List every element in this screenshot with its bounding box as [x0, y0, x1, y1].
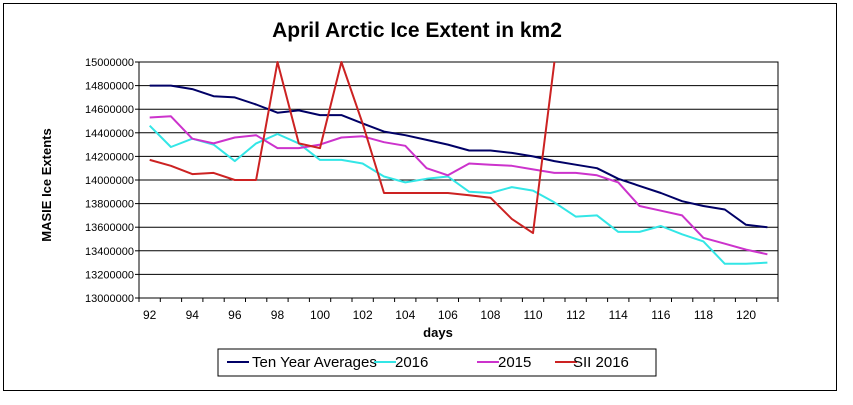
series-line-2016 — [148, 124, 768, 265]
chart-title: April Arctic Ice Extent in km2 — [272, 19, 562, 42]
y-tick-label: 13200000 — [85, 269, 134, 281]
x-tick-label: 116 — [651, 308, 670, 322]
x-tick-label: 114 — [609, 308, 628, 322]
series-line-2015 — [149, 115, 768, 256]
y-tick-label: 13800000 — [85, 199, 134, 211]
legend-label-ten-year-averages: Ten Year Averages — [252, 354, 377, 371]
x-tick-labels: 92 94 96 98 100 102 104 106 108 110 112 114 116 118 12… — [143, 308, 756, 322]
y-tick-label: 13400000 — [85, 246, 134, 258]
y-tick-label: 14800000 — [85, 81, 134, 93]
x-tick-label: 106 — [438, 308, 458, 322]
x-tick-label: 96 — [228, 308, 242, 322]
x-axis-label: days — [423, 325, 453, 340]
legend-label-2015: 2015 — [498, 354, 531, 371]
x-tick-label: 104 — [395, 308, 415, 322]
y-tick-label: 13000000 — [85, 293, 134, 305]
y-tick-label: 13600000 — [85, 222, 134, 234]
x-tick-label: 92 — [143, 308, 157, 322]
y-tick-labels: 13000000 13200000 13400000 13600000 13800000… — [85, 57, 134, 305]
x-tick-label: 112 — [566, 308, 585, 322]
x-tick-label: 108 — [480, 308, 500, 322]
x-tick-label: 102 — [353, 308, 373, 322]
x-tick-label: 110 — [523, 308, 542, 322]
y-tick-label: 14400000 — [85, 128, 134, 140]
y-axis-label: MASIE Ice Extents — [39, 128, 54, 241]
y-tick-label: 14200000 — [85, 151, 134, 163]
legend: Ten Year Averages 2016 2015 SII 2016 — [217, 348, 657, 377]
legend-box — [217, 348, 657, 377]
x-tick-label: 118 — [694, 308, 713, 322]
y-tick-label: 14600000 — [85, 104, 134, 116]
x-tick-label: 120 — [736, 308, 756, 322]
x-tick-label: 98 — [271, 308, 285, 322]
series-line-ten-year-averages — [149, 84, 768, 229]
y-tick-label: 14000000 — [85, 175, 134, 187]
x-tick-label: 100 — [310, 308, 330, 322]
x-tick-label: 94 — [186, 308, 200, 322]
y-tick-label: 15000000 — [85, 57, 134, 69]
legend-label-sii-2016: SII 2016 — [573, 354, 629, 371]
gridlines — [135, 61, 779, 302]
series-line-sii-2016 — [149, 61, 556, 235]
legend-label-2016: 2016 — [395, 354, 428, 371]
series-lines — [148, 61, 768, 265]
